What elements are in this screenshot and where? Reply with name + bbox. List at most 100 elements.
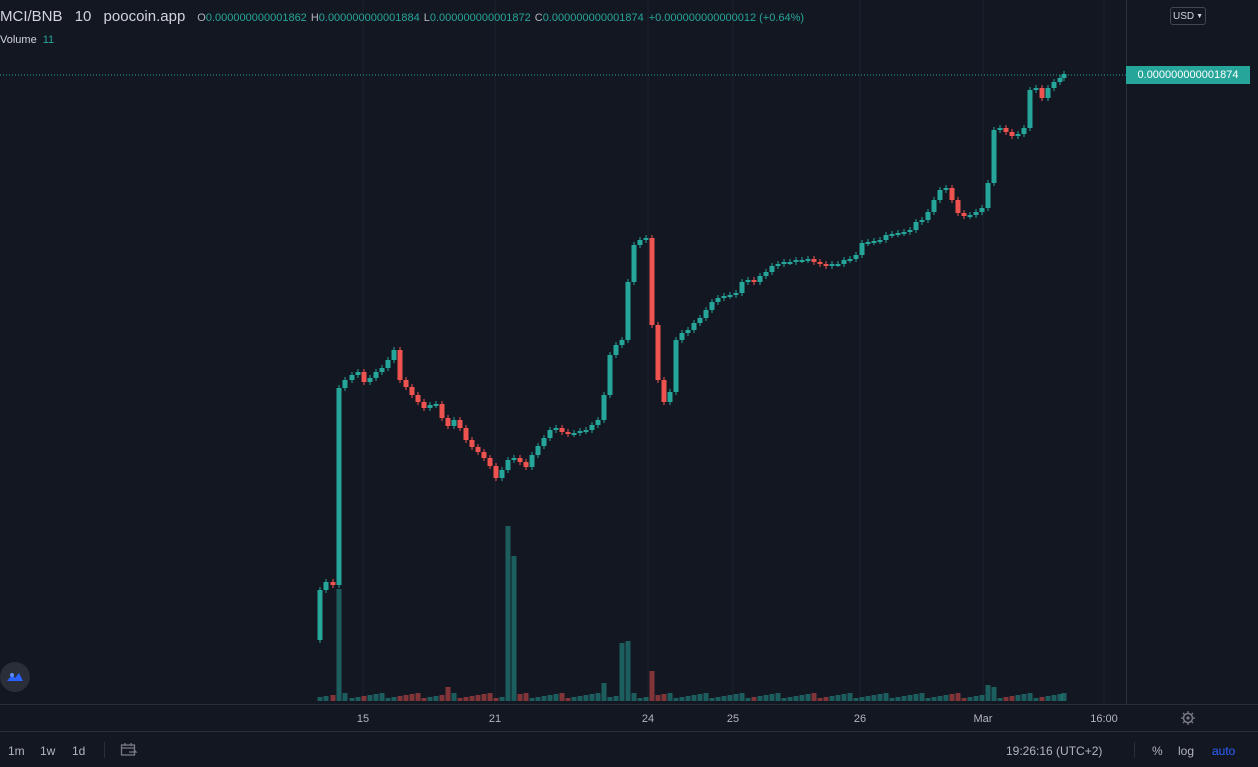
price-scale[interactable]: [1126, 0, 1258, 704]
volume-bar: [889, 698, 895, 701]
candle-body: [697, 318, 703, 323]
log-scale-button[interactable]: log: [1178, 744, 1195, 758]
candle-body: [619, 340, 625, 345]
volume-bar: [991, 687, 997, 701]
volume-bar: [661, 694, 667, 701]
volume-bar: [1003, 697, 1009, 701]
candle-body: [835, 264, 841, 266]
timeframe-1d[interactable]: 1d: [72, 744, 86, 758]
volume-bar: [973, 696, 979, 701]
volume-bar: [481, 694, 487, 701]
volume-bar: [361, 696, 367, 701]
candle-body: [1051, 82, 1057, 88]
volume-bar: [997, 698, 1003, 701]
volume-bar: [427, 697, 433, 701]
candlestick-chart[interactable]: [0, 0, 1126, 704]
volume-bar: [1057, 694, 1063, 701]
candle-body: [397, 350, 403, 380]
candle-body: [445, 418, 451, 426]
volume-bar: [925, 698, 931, 701]
candle-body: [349, 375, 355, 380]
candle-body: [511, 458, 517, 460]
candle-body: [330, 582, 336, 585]
candle-body: [847, 259, 853, 261]
candle-body: [967, 215, 973, 217]
gear-icon[interactable]: [1180, 710, 1196, 731]
volume-bar: [637, 698, 643, 701]
volume-bar: [475, 695, 481, 701]
volume-bar: [679, 697, 685, 701]
volume-bar: [985, 685, 991, 701]
candle-body: [355, 372, 361, 375]
time-axis[interactable]: 15 21 24 25 26 Mar 16:00: [0, 704, 1258, 732]
candle-body: [342, 380, 348, 388]
candle-body: [679, 333, 685, 340]
tradingview-logo-icon[interactable]: [0, 662, 30, 692]
volume-bar: [961, 698, 967, 701]
time-tick-label: Mar: [973, 713, 993, 725]
volume-bar: [571, 697, 577, 701]
currency-select[interactable]: USD ▼: [1170, 7, 1206, 25]
volume-bar: [937, 696, 943, 701]
volume-bar: [589, 694, 595, 701]
volume-bar: [317, 697, 323, 701]
volume-bar: [323, 696, 329, 701]
date-range-icon[interactable]: [120, 742, 138, 763]
volume-bar: [547, 695, 553, 701]
volume-bar: [649, 671, 655, 701]
candle-body: [763, 272, 769, 276]
volume-bar: [979, 695, 985, 701]
chart-pane[interactable]: MCI/BNB 10 poocoin.app O 0.00000000000186…: [0, 0, 1126, 704]
candle-body: [1045, 88, 1051, 98]
candle-body: [361, 372, 367, 382]
clock-readout[interactable]: 19:26:16 (UTC+2): [1006, 744, 1103, 758]
volume-bar: [793, 696, 799, 701]
candle-body: [895, 233, 901, 235]
candle-body: [799, 260, 805, 262]
candle-body: [769, 266, 775, 272]
last-price-label: 0.000000000001874: [1126, 66, 1250, 84]
candle-body: [433, 404, 439, 406]
candle-body: [727, 295, 733, 297]
close-value: 0.000000000001874: [542, 12, 644, 24]
volume-bar: [619, 643, 625, 701]
volume-bar: [541, 696, 547, 701]
candle-body: [919, 220, 925, 222]
chart-legend: MCI/BNB 10 poocoin.app O 0.00000000000186…: [0, 8, 804, 25]
candle-body: [475, 447, 481, 452]
timeframe-1m[interactable]: 1m: [8, 744, 25, 758]
percent-scale-button[interactable]: %: [1152, 744, 1163, 758]
candle-body: [955, 200, 961, 213]
candle-body: [751, 280, 757, 282]
auto-scale-button[interactable]: auto: [1212, 744, 1236, 758]
volume-bar: [865, 696, 871, 701]
candle-body: [336, 388, 342, 585]
candle-body: [625, 282, 631, 340]
volume-bar: [595, 693, 601, 701]
candle-body: [811, 259, 817, 262]
volume-bar: [1015, 695, 1021, 701]
candle-body: [937, 190, 943, 200]
timeframe-1w[interactable]: 1w: [40, 744, 56, 758]
volume-bar: [336, 589, 342, 701]
currency-label: USD: [1172, 10, 1195, 22]
volume-bar: [787, 697, 793, 701]
symbol-title[interactable]: MCI/BNB 10 poocoin.app: [0, 8, 185, 25]
candle-body: [1015, 134, 1021, 136]
volume-bar: [703, 693, 709, 701]
volume-bar: [487, 693, 493, 701]
candle-body: [745, 280, 751, 282]
time-tick-label: 15: [356, 713, 370, 725]
volume-bar: [577, 696, 583, 701]
volume-bar: [342, 693, 348, 701]
candle-body: [427, 405, 433, 408]
volume-bar: [673, 698, 679, 701]
candle-body: [973, 212, 979, 215]
volume-bar: [799, 695, 805, 701]
volume-bar: [469, 696, 475, 701]
candle-body: [823, 264, 829, 266]
volume-bar: [601, 683, 607, 701]
candle-body: [409, 387, 415, 395]
volume-bar: [409, 694, 415, 701]
candle-body: [457, 420, 463, 428]
